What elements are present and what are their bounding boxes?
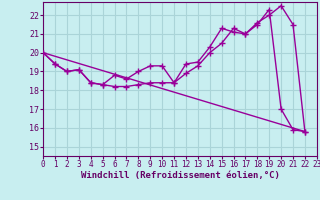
X-axis label: Windchill (Refroidissement éolien,°C): Windchill (Refroidissement éolien,°C) <box>81 171 279 180</box>
